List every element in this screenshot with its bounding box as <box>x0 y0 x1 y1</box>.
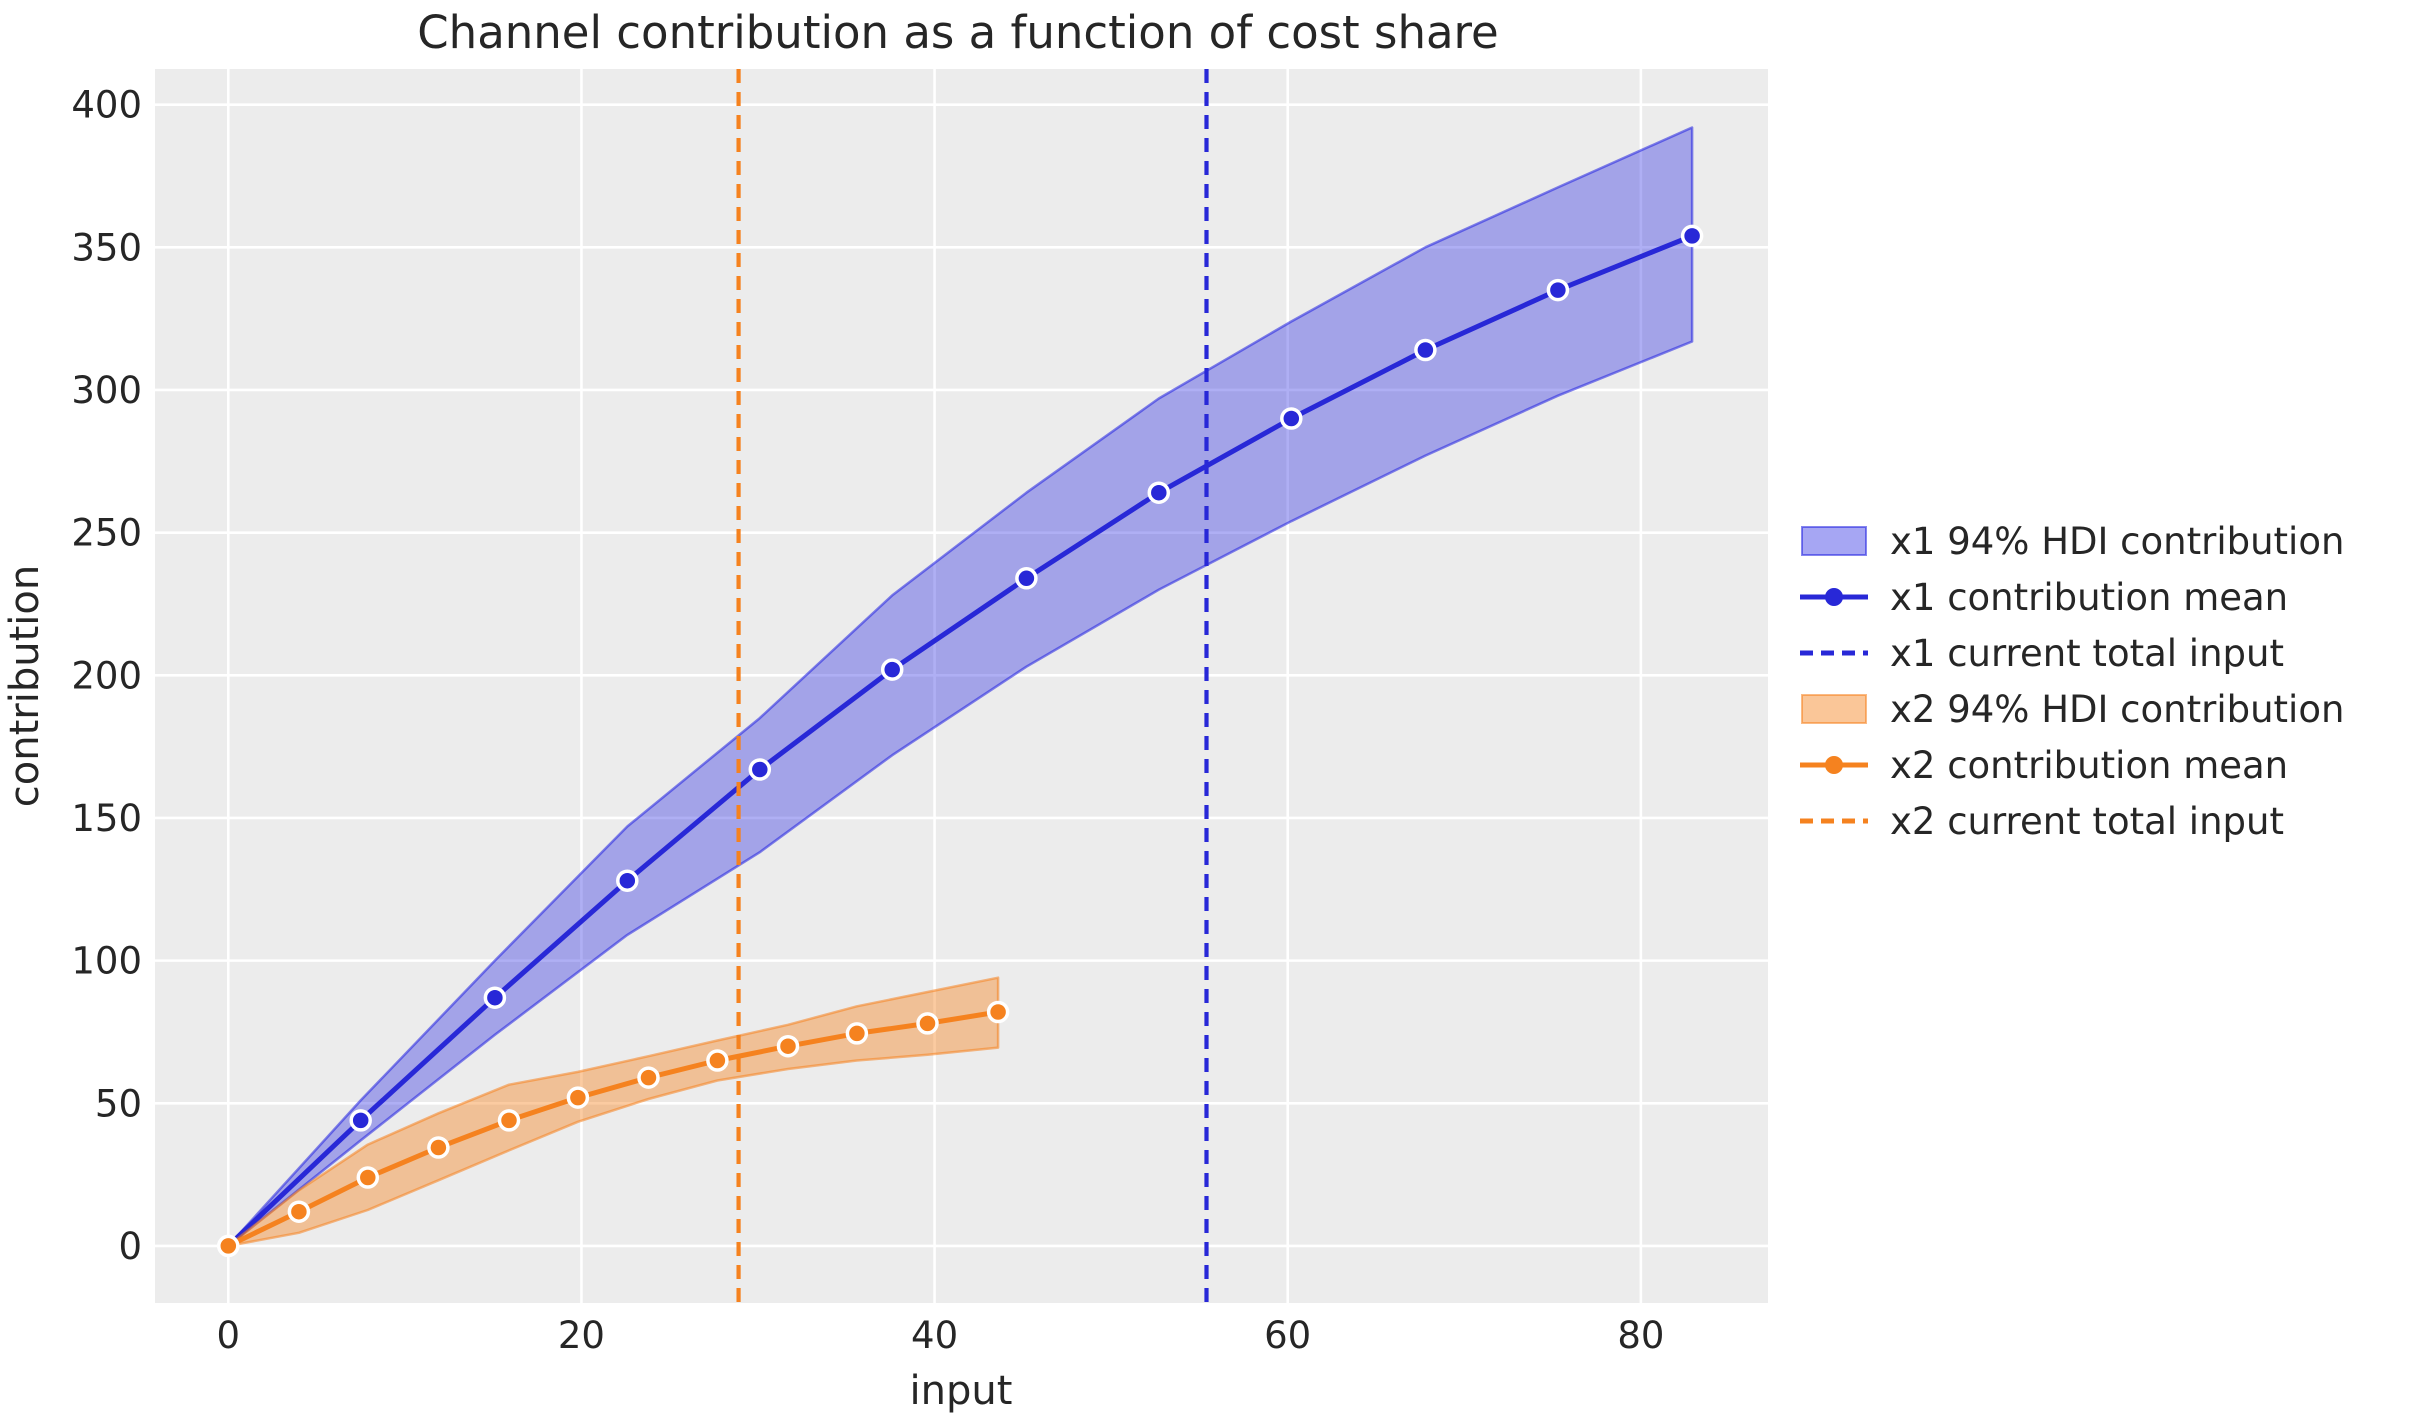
y-tick-label: 100 <box>71 940 142 983</box>
y-tick-label: 0 <box>118 1225 142 1268</box>
x1-marker <box>616 869 639 892</box>
legend-item-x2-band: x2 94% HDI contribution <box>1800 681 2344 737</box>
x2-marker <box>986 1000 1010 1024</box>
y-tick-label: 300 <box>71 369 142 412</box>
x2-series <box>217 69 1010 1303</box>
legend-item-x1-line-dot: x1 contribution mean <box>1800 569 2344 625</box>
x2-marker <box>637 1066 660 1089</box>
legend-label: x2 current total input <box>1890 799 2284 843</box>
x2-marker <box>776 1034 800 1058</box>
x1-marker <box>349 1109 372 1132</box>
grid <box>155 69 1768 1303</box>
x1-marker <box>1680 224 1704 248</box>
x1-marker <box>880 658 904 681</box>
x2-mean-line <box>225 1009 1001 1249</box>
legend-item-x1-band: x1 94% HDI contribution <box>1800 513 2344 569</box>
x2-marker <box>217 1234 240 1258</box>
x2-marker <box>287 1200 311 1223</box>
x1-mean-line <box>225 233 1695 1249</box>
x1-marker <box>1280 407 1303 430</box>
y-tick-label: 150 <box>71 797 142 840</box>
legend-label: x1 94% HDI contribution <box>1890 519 2345 563</box>
tick-labels: 0 20 40 60 80 0 50 100 150 200 250 300 350 400 <box>71 84 1664 1357</box>
x1-series <box>217 69 1704 1303</box>
x-tick-label: 80 <box>1617 1314 1664 1357</box>
x1-marker <box>483 986 507 1009</box>
legend-label: x2 94% HDI contribution <box>1890 687 2345 731</box>
x-tick-label: 0 <box>217 1314 241 1357</box>
legend-line-dot-swatch <box>1800 588 1868 606</box>
legend-label: x2 contribution mean <box>1890 743 2289 787</box>
x2-marker <box>427 1136 450 1159</box>
y-tick-label: 50 <box>95 1082 142 1125</box>
x1-marker <box>748 758 772 781</box>
legend: x1 94% HDI contribution x1 contribution m… <box>1800 513 2344 849</box>
legend-item-x2-line-dot: x2 contribution mean <box>1800 737 2344 793</box>
chart-title: Channel contribution as a function of co… <box>417 6 1499 59</box>
x1-marker <box>1414 338 1437 362</box>
x2-marker <box>356 1166 380 1189</box>
x-tick-label: 20 <box>558 1314 605 1357</box>
plot-layer: 0 20 40 60 80 0 50 100 150 200 250 300 350 400 <box>71 69 1768 1357</box>
x2-marker <box>497 1109 521 1132</box>
legend-item-x2-dashed: x2 current total input <box>1800 793 2344 849</box>
x2-marker <box>566 1086 590 1109</box>
x2-marker <box>845 1022 869 1045</box>
y-tick-label: 400 <box>71 84 142 127</box>
x-axis-label: input <box>910 1368 1013 1414</box>
legend-label: x1 contribution mean <box>1890 575 2289 619</box>
y-axis-label: contribution <box>2 565 48 807</box>
plot-area <box>155 69 1768 1303</box>
legend-dashed-swatch <box>1800 818 1868 824</box>
legend-band-swatch <box>1801 526 1867 556</box>
y-tick-label: 350 <box>71 226 142 269</box>
y-tick-label: 250 <box>71 512 142 555</box>
legend-band-swatch <box>1801 694 1867 724</box>
x2-marker <box>706 1049 729 1072</box>
y-tick-label: 200 <box>71 654 142 697</box>
x-tick-label: 60 <box>1264 1314 1311 1357</box>
legend-line-dot-swatch <box>1800 756 1868 774</box>
x1-marker <box>1015 567 1038 590</box>
legend-item-x1-dashed: x1 current total input <box>1800 625 2344 681</box>
x2-marker <box>916 1012 939 1035</box>
legend-dashed-swatch <box>1800 650 1868 656</box>
legend-label: x1 current total input <box>1890 631 2284 675</box>
x-tick-label: 40 <box>911 1314 958 1357</box>
x1-marker <box>1546 278 1570 302</box>
x1-marker <box>1147 481 1171 504</box>
